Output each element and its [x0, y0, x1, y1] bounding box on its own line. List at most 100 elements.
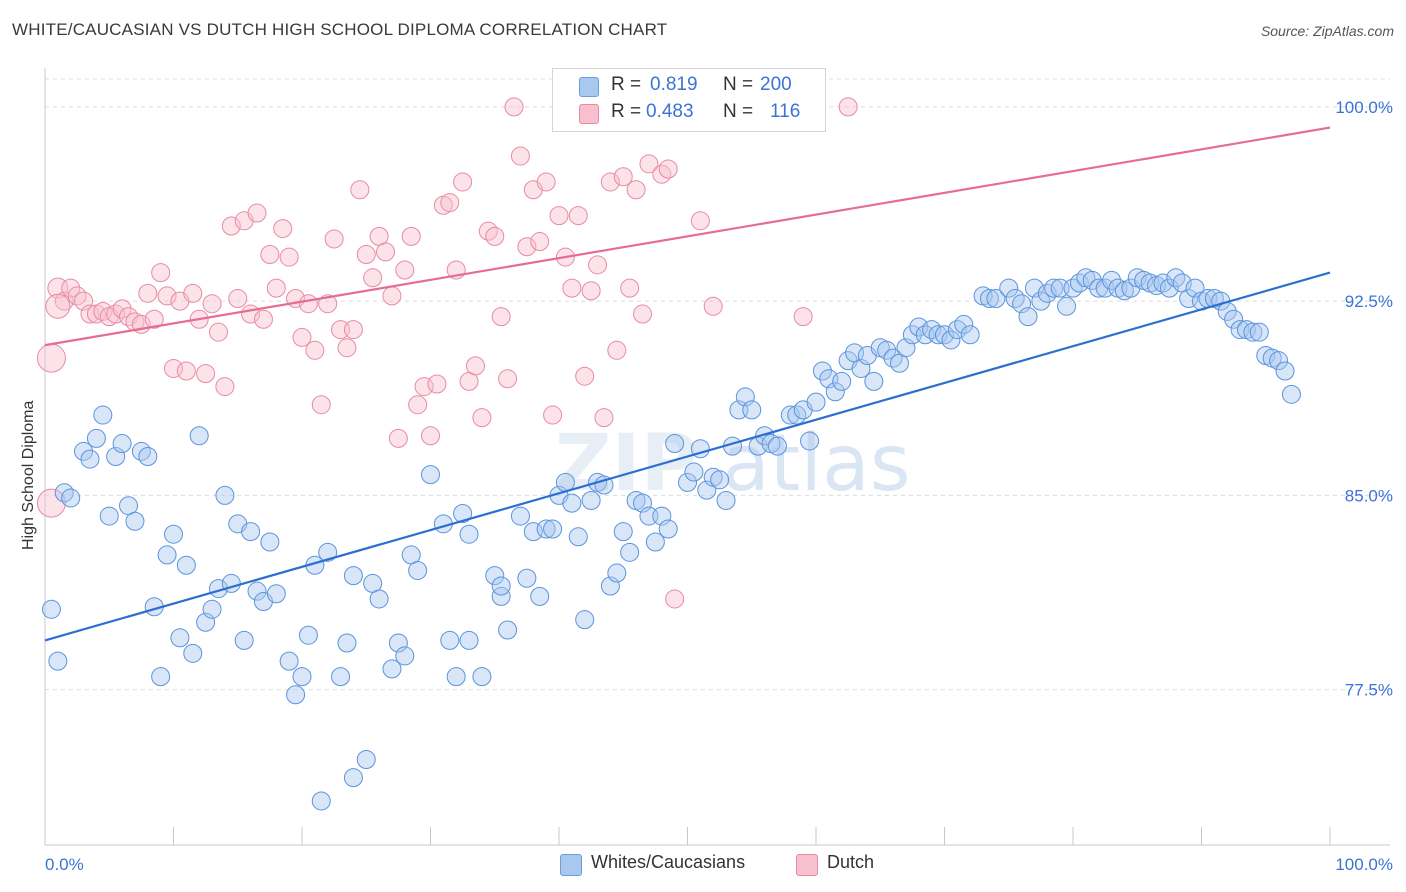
whites-point — [607, 563, 627, 583]
dutch-point — [343, 320, 363, 340]
dutch-point — [247, 203, 267, 223]
whites-point — [575, 610, 595, 630]
dutch-point — [427, 374, 447, 394]
dutch-point — [838, 97, 858, 117]
dutch-point — [112, 299, 132, 319]
dutch-point — [440, 193, 460, 213]
legend-r-value: 0.483 — [646, 101, 694, 122]
whites-point — [337, 633, 357, 653]
dutch-point — [228, 289, 248, 309]
whites-point — [260, 532, 280, 552]
whites-point — [202, 599, 222, 619]
whites-point — [331, 667, 351, 687]
whites-point — [356, 750, 376, 770]
watermark: ZIP atlas — [555, 419, 911, 509]
dutch-point — [151, 263, 171, 283]
whites-point — [215, 485, 235, 505]
dutch-point — [298, 294, 318, 314]
whites-point — [755, 426, 775, 446]
legend-n-value: 200 — [760, 74, 792, 95]
legend-label-whites: Whites/Caucasians — [591, 852, 746, 872]
whites-point — [491, 586, 511, 606]
legend-row-dutch: R = 0.483 N = 116 — [553, 101, 825, 127]
source-label: Source: ZipAtlas.com — [1260, 23, 1394, 39]
whites-point — [80, 449, 100, 469]
dutch-point — [337, 338, 357, 358]
axes — [44, 68, 1390, 846]
whites-point — [665, 434, 685, 454]
whites-point — [684, 462, 704, 482]
whites-point — [170, 628, 190, 648]
whites-point — [279, 651, 299, 671]
dutch-point — [504, 97, 524, 117]
dutch-point — [45, 293, 71, 319]
chart-title: WHITE/CAUCASIAN VS DUTCH HIGH SCHOOL DIP… — [12, 20, 668, 39]
whites-point — [446, 667, 466, 687]
whites-point — [1224, 309, 1244, 329]
whites-point — [806, 392, 826, 412]
whites-point — [292, 667, 312, 687]
dutch-point — [273, 219, 293, 239]
whites-point — [1031, 291, 1051, 311]
dutch-point — [202, 294, 222, 314]
whites-point — [41, 599, 61, 619]
whites-point — [151, 667, 171, 687]
whites-point — [1166, 268, 1186, 288]
dutch-point — [530, 232, 550, 252]
dutch-point — [652, 164, 672, 184]
dutch-point — [626, 180, 646, 200]
dutch-point — [658, 159, 678, 179]
legend-label-dutch: Dutch — [827, 852, 875, 872]
legend-n-label: N = — [723, 74, 754, 95]
dutch-point — [363, 268, 383, 288]
whites-point — [440, 630, 460, 650]
whites-point — [543, 519, 563, 539]
legend-swatch-whites — [579, 77, 599, 97]
whites-points — [41, 268, 1301, 811]
whites-point — [825, 382, 845, 402]
dutch-point — [703, 296, 723, 316]
y-axis-label-text: High School Diploma — [20, 400, 37, 550]
whites-point — [1281, 384, 1301, 404]
dutch-point — [388, 428, 408, 448]
dutch-point — [607, 340, 627, 360]
whites-point — [613, 522, 633, 542]
whites-point — [812, 361, 832, 381]
y-tick-label: 77.5% — [1345, 681, 1393, 700]
dutch-point — [215, 377, 235, 397]
whites-point — [1249, 322, 1269, 342]
legend-swatch-whites — [560, 854, 582, 876]
dutch-point — [253, 309, 273, 329]
whites-point — [530, 586, 550, 606]
whites-point — [742, 400, 762, 420]
dutch-point — [568, 206, 588, 226]
whites-point — [343, 566, 363, 586]
whites-point — [125, 511, 145, 531]
dutch-point — [183, 283, 203, 303]
dutch-point — [543, 405, 563, 425]
whites-point — [594, 475, 614, 495]
whites-point — [318, 542, 338, 562]
trend-lines — [44, 126, 1331, 642]
dutch-point — [793, 307, 813, 327]
whites-point — [935, 325, 954, 345]
dutch-point — [61, 278, 81, 298]
whites-point — [164, 524, 183, 544]
dutch-point — [600, 172, 620, 192]
dutch-point — [176, 361, 196, 381]
whites-point — [562, 493, 582, 513]
dutch-point — [260, 244, 280, 264]
whites-point — [1063, 278, 1083, 298]
dutch-point — [311, 395, 331, 415]
whites-point — [1057, 296, 1077, 316]
dutch-point — [665, 589, 685, 609]
dutch-point — [485, 226, 505, 246]
whites-point — [767, 436, 787, 456]
whites-point — [408, 560, 428, 580]
legend-r-label: R = — [611, 74, 642, 95]
whites-point — [922, 320, 942, 340]
whites-point — [247, 581, 267, 601]
whites-point — [298, 625, 318, 645]
dutch-point — [196, 364, 216, 384]
whites-point — [138, 447, 158, 466]
